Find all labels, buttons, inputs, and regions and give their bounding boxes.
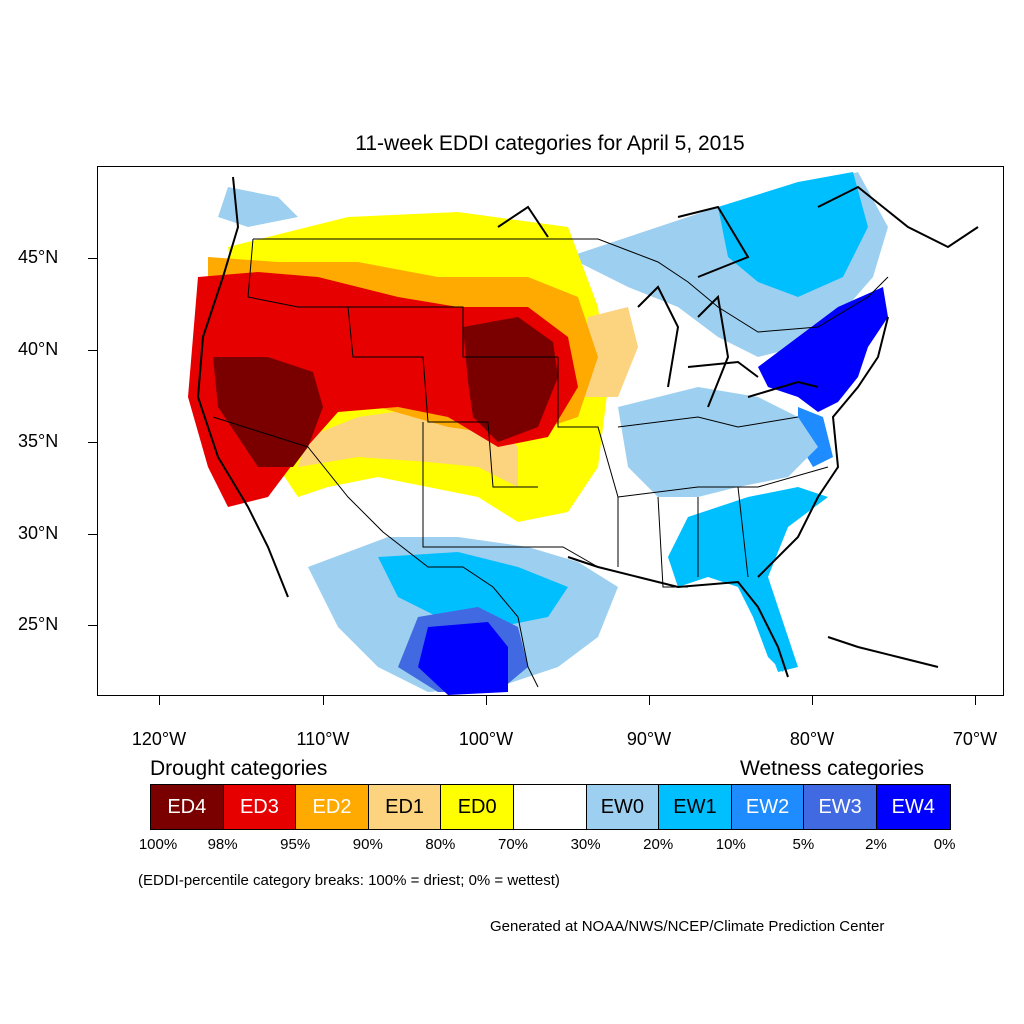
percentile-label: 80% — [425, 836, 456, 853]
legend-note: (EDDI-percentile category breaks: 100% =… — [138, 872, 560, 889]
category-swatch: ED0 — [441, 785, 514, 829]
drought-heading: Drought categories — [150, 757, 328, 780]
lon-tick — [159, 696, 160, 705]
category-swatch: EW0 — [586, 785, 660, 829]
region-great-basin-ed4 — [213, 357, 323, 467]
percentile-label: 70% — [497, 836, 529, 853]
region-plains-ed4 — [463, 317, 558, 442]
lat-tick — [88, 534, 97, 535]
lon-tick — [975, 696, 976, 705]
lat-tick — [88, 442, 97, 443]
category-swatch: ED4 — [151, 785, 224, 829]
lon-label: 80°W — [789, 729, 835, 749]
eddi-map — [97, 166, 1004, 696]
percentile-label: 10% — [715, 836, 746, 853]
region-florida-ew1 — [738, 587, 788, 672]
coastlines — [196, 176, 979, 678]
lat-label: 45°N — [18, 247, 59, 267]
eddi-map-canvas — [188, 172, 979, 695]
percentile-label: 98% — [207, 836, 238, 853]
category-swatch: ED2 — [296, 785, 369, 829]
wetness-heading: Wetness categories — [740, 757, 925, 780]
percentile-label: 5% — [792, 836, 815, 853]
category-colorbar: ED4 ED3 ED2 ED1 ED0 EW0 EW1 EW2 EW3 EW4 — [150, 784, 951, 830]
percentile-label: 100% — [138, 836, 178, 853]
lon-tick — [323, 696, 324, 705]
region-ohio-valley-ew0 — [618, 387, 818, 497]
region-pacnw-ew0 — [218, 187, 298, 227]
lon-label: 100°W — [458, 729, 514, 749]
lon-tick — [486, 696, 487, 705]
percentile-label: 20% — [643, 836, 674, 853]
category-swatch: ED3 — [223, 785, 297, 829]
region-midwest-ed1 — [578, 307, 638, 397]
lat-tick — [88, 350, 97, 351]
lon-tick — [812, 696, 813, 705]
region-ne-canada-ew1 — [718, 172, 868, 297]
region-northeast-ew4 — [758, 287, 888, 412]
lat-label: 30°N — [18, 523, 59, 543]
lon-label: 70°W — [952, 729, 998, 749]
category-swatch: EW4 — [876, 785, 950, 829]
lat-label: 35°N — [18, 431, 59, 451]
lat-label: 40°N — [18, 339, 59, 359]
region-texas-ew4 — [418, 622, 508, 695]
lon-label: 120°W — [131, 729, 187, 749]
percentile-label: 2% — [865, 836, 887, 853]
lon-tick — [649, 696, 650, 705]
category-swatch — [513, 785, 587, 829]
category-swatch: EW1 — [659, 785, 732, 829]
boundaries — [212, 238, 889, 688]
percentile-label: 30% — [570, 836, 601, 853]
region-southeast-ew1 — [668, 487, 828, 672]
credit-line: Generated at NOAA/NWS/NCEP/Climate Predi… — [490, 918, 885, 935]
percentile-label: 95% — [280, 836, 311, 853]
lon-label: 90°W — [626, 729, 672, 749]
region-texas-ew1 — [378, 552, 568, 627]
category-swatch: ED1 — [368, 785, 442, 829]
percentile-label: 90% — [352, 836, 383, 853]
lat-tick — [88, 258, 97, 259]
percentile-label: 0% — [933, 836, 956, 853]
lat-label: 25°N — [18, 614, 59, 634]
lat-tick — [88, 625, 97, 626]
lon-label: 110°W — [296, 729, 350, 749]
map-title: 11-week EDDI categories for April 5, 201… — [355, 132, 745, 155]
category-swatch: EW2 — [731, 785, 805, 829]
category-swatch: EW3 — [804, 785, 877, 829]
